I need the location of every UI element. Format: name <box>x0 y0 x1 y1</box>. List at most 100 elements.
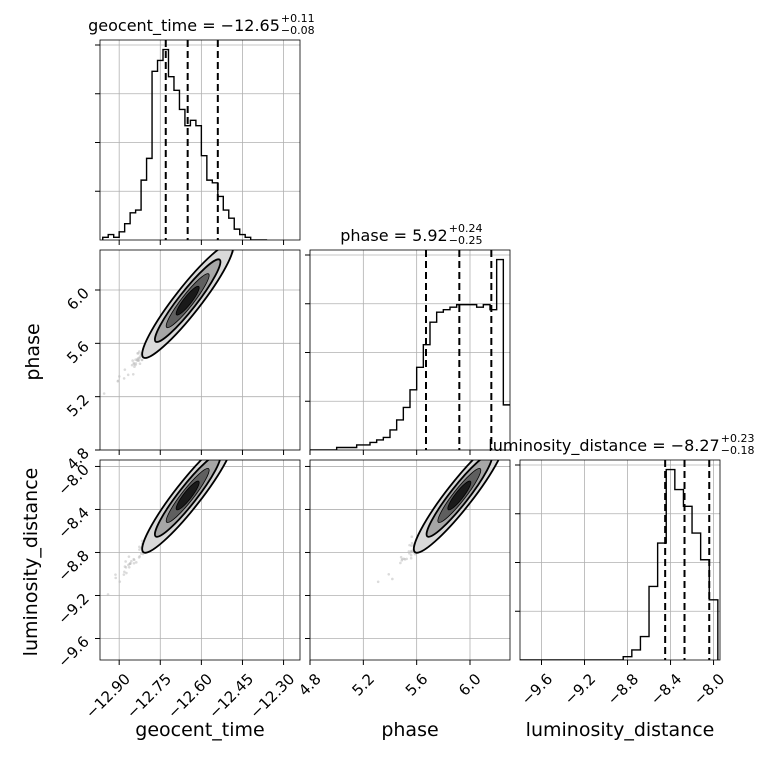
panel-frame <box>99 249 301 451</box>
sample-point <box>511 431 514 434</box>
sample-point <box>391 577 394 581</box>
sample-point <box>249 416 252 419</box>
sample-point <box>489 456 492 459</box>
sample-point <box>123 368 127 371</box>
hist-panel-phase: phase = 5.92 +0.24−0.25 <box>305 222 511 451</box>
hist-bar <box>410 390 417 450</box>
hist-bar <box>477 307 484 450</box>
sample-point <box>517 422 520 425</box>
sample-point <box>216 456 219 459</box>
sample-point <box>117 375 121 378</box>
sample-point <box>226 446 229 449</box>
sample-point <box>235 241 238 244</box>
sample-point <box>496 457 499 460</box>
hist-bar <box>397 420 404 450</box>
sample-point <box>229 246 232 249</box>
sample-point <box>226 450 229 453</box>
density-layer <box>376 421 527 584</box>
sample-point <box>490 457 493 460</box>
x-tick-label-phase: 5.6 <box>402 670 432 700</box>
hist-bar <box>403 407 410 450</box>
sample-point <box>231 437 234 440</box>
contour-level <box>447 480 472 511</box>
sample-point <box>226 452 229 455</box>
sample-point <box>240 247 243 250</box>
x-tick-label-geocent-time: −12.60 <box>164 670 216 722</box>
sample-point <box>238 242 241 245</box>
sample-point <box>236 436 239 439</box>
sample-point <box>234 437 237 440</box>
title-minus: −0.25 <box>449 234 483 247</box>
y-tick-label-luminosity-distance: −8.0 <box>54 461 92 499</box>
sample-point <box>230 447 233 450</box>
hist-bar <box>179 109 184 240</box>
sample-point <box>138 362 142 366</box>
sample-point <box>138 545 141 549</box>
sample-point <box>227 443 230 446</box>
hist-bar <box>701 560 710 660</box>
sample-point <box>489 455 492 458</box>
xlabel-luminosity-distance: luminosity_distance <box>526 719 715 741</box>
sample-point <box>520 424 523 427</box>
sample-point <box>492 457 495 460</box>
sample-point <box>124 560 127 563</box>
sample-point <box>241 432 244 435</box>
sample-point <box>235 235 238 238</box>
sample-point <box>224 444 227 447</box>
hist-bar <box>130 213 135 240</box>
sample-point <box>127 555 131 558</box>
panel-frame <box>309 459 511 661</box>
sample-point <box>219 454 222 457</box>
hist-bar <box>147 158 152 240</box>
x-tick-label-phase: 4.8 <box>295 670 325 700</box>
sample-point <box>140 358 144 362</box>
sample-point <box>483 457 486 460</box>
sample-point <box>229 444 232 447</box>
density-layer <box>102 235 243 395</box>
sample-point <box>226 456 229 459</box>
sample-point <box>102 392 106 395</box>
sample-point <box>488 457 491 460</box>
panel-frame <box>99 39 301 241</box>
title-text: luminosity_distance = −8.27 <box>488 436 719 456</box>
sample-point <box>221 453 224 456</box>
sample-point <box>136 359 139 362</box>
sample-point <box>228 450 231 453</box>
sample-point <box>228 446 231 449</box>
title-geocent-time: geocent_time = −12.65 +0.11−0.08 <box>88 12 315 37</box>
hist-bar <box>437 312 444 450</box>
sample-point <box>134 358 137 362</box>
sample-point <box>492 455 495 458</box>
hist-bar <box>201 156 206 240</box>
sample-point <box>231 442 234 445</box>
hist-step-line <box>520 468 719 660</box>
hist-bar <box>370 442 377 450</box>
panel-layer: geocent_time = −12.65 +0.11−0.08 phase = 5… <box>54 12 754 722</box>
hist-bar <box>174 90 179 240</box>
sample-point <box>255 415 258 418</box>
sample-point <box>225 445 228 448</box>
hist-bar <box>357 445 364 450</box>
hist-bar <box>119 232 124 240</box>
hist-bar <box>141 180 146 240</box>
sample-point <box>125 571 128 575</box>
hist-bar <box>692 533 701 660</box>
sample-point <box>214 456 217 459</box>
hist-bar <box>390 430 397 450</box>
sample-point <box>524 421 527 424</box>
sample-point <box>217 454 220 457</box>
x-tick-label-phase: 5.2 <box>348 670 378 700</box>
sample-point <box>219 457 222 460</box>
sample-point <box>137 350 141 353</box>
sample-point <box>222 452 225 455</box>
ylabel-phase: phase <box>22 323 44 380</box>
hist-bar <box>443 310 450 450</box>
sample-point <box>116 379 120 383</box>
sample-point <box>137 556 141 559</box>
sample-point <box>493 455 496 458</box>
sample-point <box>234 444 237 447</box>
hist-bar <box>207 180 212 240</box>
contour-level <box>175 480 200 511</box>
sample-point <box>132 557 136 561</box>
sample-point <box>219 455 222 458</box>
